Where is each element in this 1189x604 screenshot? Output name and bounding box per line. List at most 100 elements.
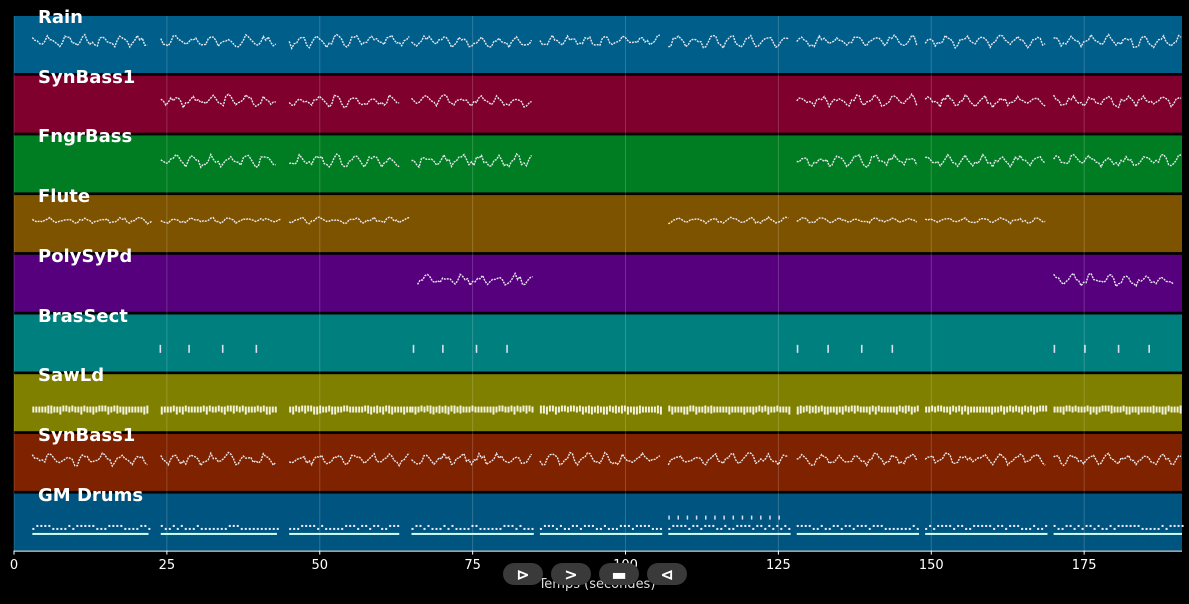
note [924, 34, 1046, 50]
note [164, 527, 167, 530]
note [1074, 405, 1077, 412]
note [199, 406, 202, 413]
note [178, 406, 181, 413]
note [946, 406, 949, 413]
note [973, 524, 976, 527]
note [758, 405, 761, 412]
play-button[interactable]: ⊳ [503, 563, 543, 585]
note [581, 406, 584, 415]
note [949, 524, 952, 527]
note [1167, 405, 1170, 412]
note [44, 406, 47, 413]
note [805, 405, 808, 412]
note [728, 527, 731, 530]
note [957, 524, 960, 527]
back-button[interactable]: ⊲ [647, 563, 687, 585]
note [1164, 406, 1167, 415]
note [997, 524, 1000, 527]
note [608, 405, 611, 412]
note [872, 524, 875, 527]
note [113, 405, 116, 412]
note [820, 405, 823, 412]
note [525, 405, 528, 414]
note [720, 527, 723, 530]
note [1140, 406, 1143, 413]
note [997, 406, 1000, 413]
note [937, 405, 940, 412]
note [228, 524, 231, 527]
note [160, 93, 276, 110]
note [376, 405, 379, 414]
note [1042, 405, 1045, 412]
note [256, 405, 259, 412]
note [587, 405, 590, 414]
note [617, 406, 620, 413]
note [539, 33, 661, 47]
note [708, 524, 711, 527]
note [411, 451, 533, 466]
note [964, 405, 967, 412]
note [411, 152, 533, 169]
note [304, 405, 307, 414]
note [317, 527, 320, 530]
note [531, 406, 534, 413]
note [325, 527, 328, 530]
note [768, 524, 771, 527]
forward-button[interactable]: > [551, 563, 591, 585]
note [1125, 406, 1128, 415]
note [1077, 524, 1080, 527]
note [680, 406, 683, 413]
note [695, 406, 698, 415]
note [886, 406, 889, 413]
note [569, 405, 572, 412]
note [1033, 524, 1036, 527]
note [707, 406, 710, 413]
note [337, 527, 340, 530]
note [411, 34, 533, 49]
note [221, 344, 224, 353]
note [176, 527, 179, 530]
note [705, 515, 707, 520]
note [224, 527, 227, 530]
note [816, 527, 819, 530]
note [188, 527, 191, 530]
note [107, 406, 110, 415]
note [503, 524, 506, 527]
track-label: PolySyPd [38, 245, 133, 267]
note [442, 344, 444, 353]
note [1006, 406, 1009, 413]
stop-button[interactable]: ▬ [599, 563, 639, 585]
note [325, 406, 328, 413]
note [626, 406, 629, 415]
note [593, 406, 596, 413]
note [416, 271, 533, 287]
note [871, 405, 874, 412]
note [796, 524, 799, 527]
note [760, 524, 763, 527]
note [884, 527, 887, 530]
note [802, 406, 805, 413]
note [268, 527, 271, 530]
note [288, 93, 400, 109]
note [247, 406, 250, 413]
note [62, 405, 65, 412]
note [832, 524, 835, 527]
track-band [14, 493, 1182, 551]
note [1109, 524, 1112, 527]
note [1024, 405, 1027, 412]
note [796, 344, 799, 353]
note [977, 524, 980, 527]
note [475, 524, 478, 527]
note [48, 524, 51, 527]
note [860, 524, 863, 527]
note [828, 527, 831, 530]
note [101, 405, 104, 412]
x-tick-label: 25 [158, 557, 176, 573]
note [528, 405, 531, 412]
note [274, 406, 277, 413]
note [475, 344, 478, 353]
note [172, 524, 175, 527]
note [415, 524, 418, 527]
note [200, 527, 203, 530]
note [214, 406, 217, 413]
